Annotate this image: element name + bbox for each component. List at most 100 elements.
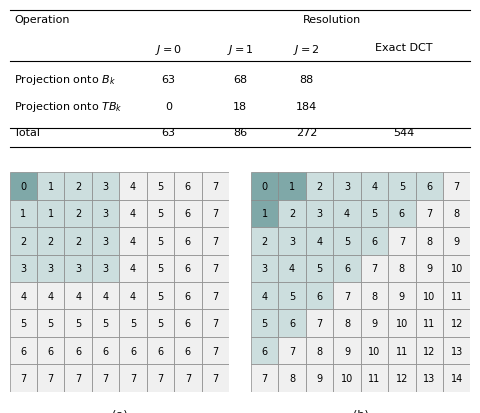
Bar <box>120 282 147 310</box>
Bar <box>333 310 360 337</box>
Text: 6: 6 <box>372 236 377 246</box>
Text: 5: 5 <box>399 182 405 192</box>
Text: Operation: Operation <box>14 15 70 25</box>
Bar <box>251 310 278 337</box>
Text: 3: 3 <box>316 209 323 219</box>
Bar <box>388 255 416 282</box>
Text: 6: 6 <box>185 236 191 246</box>
Text: 9: 9 <box>454 236 460 246</box>
Bar <box>278 310 306 337</box>
Bar <box>360 282 388 310</box>
Bar <box>360 337 388 364</box>
Text: 4: 4 <box>20 291 26 301</box>
Text: 10: 10 <box>341 373 353 383</box>
Bar <box>174 337 202 364</box>
Bar <box>251 200 278 228</box>
Bar <box>147 200 174 228</box>
Text: 7: 7 <box>20 373 26 383</box>
Text: 3: 3 <box>344 182 350 192</box>
Bar <box>360 200 388 228</box>
Text: 6: 6 <box>316 291 323 301</box>
Text: 8: 8 <box>316 346 323 356</box>
Text: 184: 184 <box>296 102 317 112</box>
Bar <box>443 337 470 364</box>
Bar <box>64 173 92 200</box>
Text: 12: 12 <box>423 346 435 356</box>
Text: 7: 7 <box>426 209 432 219</box>
Bar <box>388 200 416 228</box>
Text: 8: 8 <box>344 318 350 328</box>
Text: 7: 7 <box>157 373 164 383</box>
Bar <box>251 282 278 310</box>
Text: 3: 3 <box>103 182 108 192</box>
Bar <box>388 337 416 364</box>
Bar <box>92 200 120 228</box>
Text: 9: 9 <box>344 346 350 356</box>
Text: 5: 5 <box>344 236 350 246</box>
Bar <box>443 364 470 392</box>
Text: 7: 7 <box>212 182 218 192</box>
Text: 10: 10 <box>396 318 408 328</box>
Text: 6: 6 <box>103 346 108 356</box>
Bar <box>416 364 443 392</box>
Text: 0: 0 <box>165 102 172 112</box>
Bar <box>251 173 278 200</box>
Text: 63: 63 <box>162 74 176 84</box>
Text: 4: 4 <box>130 263 136 274</box>
Text: 88: 88 <box>300 74 314 84</box>
Bar <box>120 364 147 392</box>
Text: Projection onto $TB_k$: Projection onto $TB_k$ <box>14 100 123 114</box>
Text: 7: 7 <box>212 318 218 328</box>
Text: 5: 5 <box>157 236 164 246</box>
Text: 10: 10 <box>423 291 435 301</box>
Text: 5: 5 <box>157 263 164 274</box>
Bar <box>174 173 202 200</box>
Bar <box>202 228 229 255</box>
Text: 6: 6 <box>426 182 432 192</box>
Text: 14: 14 <box>451 373 463 383</box>
Bar <box>147 173 174 200</box>
Bar <box>333 200 360 228</box>
Bar <box>278 228 306 255</box>
Text: 6: 6 <box>48 346 54 356</box>
Text: 6: 6 <box>399 209 405 219</box>
Bar <box>37 337 64 364</box>
Text: 5: 5 <box>75 318 81 328</box>
Bar <box>360 310 388 337</box>
Bar <box>278 200 306 228</box>
Text: 2: 2 <box>75 236 81 246</box>
Bar <box>278 337 306 364</box>
Bar <box>443 200 470 228</box>
Bar <box>174 255 202 282</box>
Bar <box>147 282 174 310</box>
Bar <box>10 337 37 364</box>
Text: 5: 5 <box>157 209 164 219</box>
Text: 7: 7 <box>289 346 295 356</box>
Bar <box>360 364 388 392</box>
Bar <box>416 228 443 255</box>
Bar <box>306 255 333 282</box>
Bar <box>388 173 416 200</box>
Text: 7: 7 <box>48 373 54 383</box>
Text: 11: 11 <box>368 373 381 383</box>
Bar <box>174 310 202 337</box>
Text: 7: 7 <box>371 263 378 274</box>
Bar <box>333 364 360 392</box>
Text: 6: 6 <box>185 291 191 301</box>
Bar <box>443 282 470 310</box>
Text: 7: 7 <box>212 373 218 383</box>
Text: 12: 12 <box>396 373 408 383</box>
Bar <box>251 364 278 392</box>
Bar <box>64 255 92 282</box>
Bar <box>360 173 388 200</box>
Bar <box>174 200 202 228</box>
Text: 8: 8 <box>372 291 377 301</box>
Bar <box>202 310 229 337</box>
Bar <box>64 228 92 255</box>
Bar <box>10 200 37 228</box>
Text: 8: 8 <box>454 209 460 219</box>
Text: 0: 0 <box>262 182 268 192</box>
Bar <box>147 310 174 337</box>
Bar <box>251 337 278 364</box>
Text: 4: 4 <box>130 209 136 219</box>
